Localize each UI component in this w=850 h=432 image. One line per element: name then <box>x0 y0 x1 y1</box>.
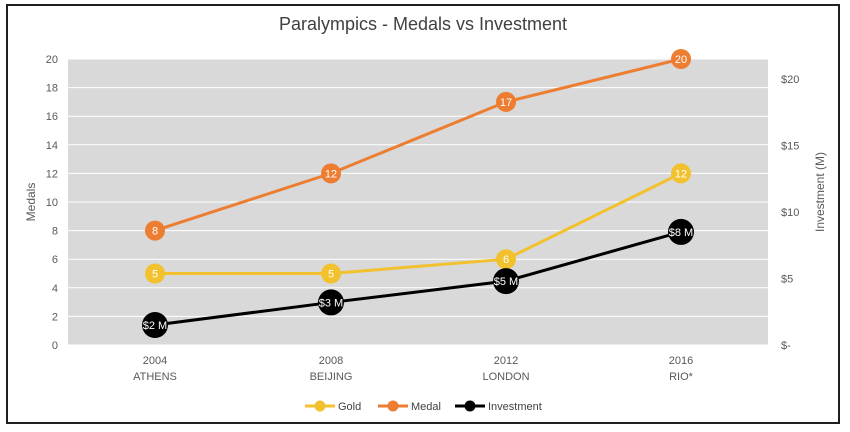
x-tick-label-city: RIO* <box>669 371 694 383</box>
data-point-gold <box>321 263 341 284</box>
data-point-investment <box>493 268 519 295</box>
data-point-gold <box>496 249 516 270</box>
data-label-gold: 5 <box>328 269 334 281</box>
y-axis-title: Medals <box>24 183 38 222</box>
legend-marker-investment <box>464 400 476 412</box>
y-tick-label: 6 <box>52 254 58 266</box>
y-tick-label: 14 <box>46 140 58 152</box>
x-tick-label-year: 2016 <box>669 355 693 367</box>
data-point-gold <box>671 163 691 184</box>
y-tick-label: 12 <box>46 168 58 180</box>
x-tick-label-city: ATHENS <box>133 371 177 383</box>
data-label-gold: 6 <box>503 254 509 266</box>
y-tick-label: 16 <box>46 111 58 123</box>
data-point-medal <box>496 91 516 112</box>
series-line-gold <box>155 172 682 275</box>
y-tick-label: 10 <box>46 197 58 209</box>
legend-label-medal: Medal <box>411 401 441 413</box>
data-label-investment: $5 M <box>494 276 518 288</box>
x-tick-label-year: 2012 <box>494 355 518 367</box>
data-point-medal <box>145 220 165 241</box>
x-tick-label-city: BEIJING <box>310 371 353 383</box>
x-tick-label-year: 2004 <box>143 355 167 367</box>
data-label-medal: 20 <box>675 54 687 66</box>
y2-tick-label: $15 <box>781 140 799 152</box>
data-point-investment <box>142 312 168 339</box>
y-tick-label: 8 <box>52 226 58 238</box>
data-point-investment <box>668 218 694 245</box>
series-line-medal <box>154 57 682 233</box>
x-tick-label-city: LONDON <box>482 371 529 383</box>
series-line-investment <box>154 230 682 327</box>
data-label-medal: 17 <box>500 97 512 109</box>
data-point-investment <box>318 289 344 316</box>
data-label-gold: 12 <box>675 168 687 180</box>
y-tick-label: 4 <box>52 283 58 295</box>
data-point-medal <box>321 163 341 184</box>
data-label-investment: $2 M <box>143 320 167 332</box>
data-label-investment: $8 M <box>669 227 693 239</box>
y2-tick-label: $20 <box>781 74 799 86</box>
y-tick-label: 0 <box>52 340 58 352</box>
y2-tick-label: $- <box>781 340 791 352</box>
data-point-medal <box>671 49 691 69</box>
chart-title: Paralympics - Medals vs Investment <box>278 14 568 34</box>
y-tick-label: 18 <box>46 83 58 95</box>
legend-marker-medal <box>387 400 399 412</box>
y-tick-label: 2 <box>52 311 58 323</box>
legend-label-gold: Gold <box>338 401 361 413</box>
y2-tick-label: $5 <box>781 273 793 285</box>
data-label-gold: 5 <box>152 269 158 281</box>
data-label-medal: 12 <box>325 168 337 180</box>
data-label-investment: $3 M <box>319 297 343 309</box>
y2-tick-label: $10 <box>781 207 799 219</box>
x-tick-label-year: 2008 <box>319 355 343 367</box>
y-tick-label: 20 <box>46 54 58 66</box>
data-label-medal: 8 <box>152 226 158 238</box>
data-point-gold <box>145 263 165 284</box>
y2-axis-title: Investment (M) <box>813 152 827 232</box>
legend-label-investment: Investment <box>488 401 542 413</box>
legend-marker-gold <box>314 400 326 412</box>
